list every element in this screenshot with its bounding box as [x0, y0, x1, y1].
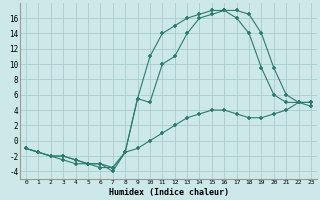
X-axis label: Humidex (Indice chaleur): Humidex (Indice chaleur) [108, 188, 228, 197]
